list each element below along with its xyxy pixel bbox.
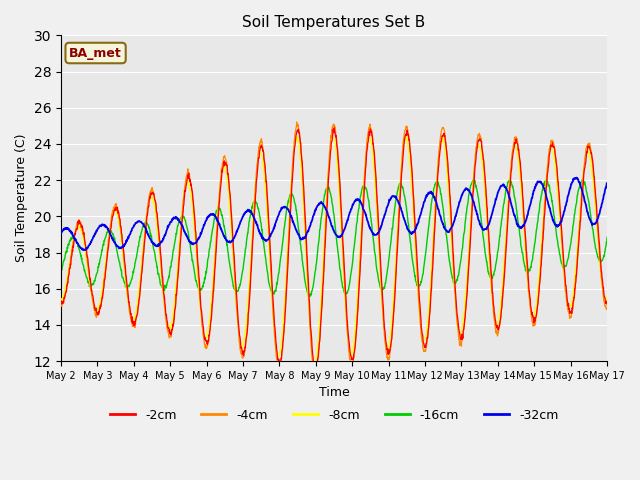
Text: BA_met: BA_met [69, 47, 122, 60]
Legend: -2cm, -4cm, -8cm, -16cm, -32cm: -2cm, -4cm, -8cm, -16cm, -32cm [105, 404, 563, 427]
X-axis label: Time: Time [319, 386, 349, 399]
Y-axis label: Soil Temperature (C): Soil Temperature (C) [15, 134, 28, 263]
Title: Soil Temperatures Set B: Soil Temperatures Set B [243, 15, 426, 30]
